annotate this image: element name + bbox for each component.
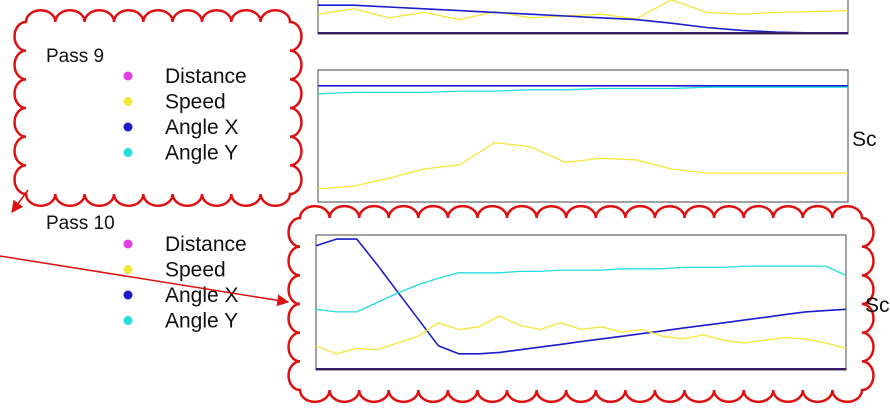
pass9-legend-marker-angle-x [123,122,133,132]
pass9-series-speed-line [317,141,848,190]
pass10-title: Pass 10 [46,213,115,234]
pass10-legend-marker-speed [123,265,133,274]
pass9-legend-label-angle-y: Angle Y [165,142,238,165]
top-series-angle-x-line [318,4,849,35]
pass10-legend-label-angle-x: Angle X [165,284,239,307]
pass10-legend-marker-angle-y [123,316,133,325]
pass10-plot-series [315,238,847,355]
pass9-legend-marker-angle-y [123,148,133,157]
pass10-series-angle-y-line [315,265,847,313]
top-plot-series [317,0,849,35]
pass9-legend-label-angle-x: Angle X [165,116,239,139]
arrow-to-pass10 [0,255,290,307]
pass9-legend-marker-distance [123,71,133,81]
side-label-row2: Sc [852,128,877,151]
pass9-series-angle-y-line [317,86,848,95]
pass10-legend-label-distance: Distance [165,233,247,256]
pass9-legend-label-distance: Distance [165,65,247,88]
pass9-callout-cloud [13,9,303,207]
pass9-title: Pass 9 [46,46,104,67]
pass10-legend-marker-angle-x [123,290,133,300]
arrow-to-pass9 [11,189,29,213]
pass10-legend-label-speed: Speed [165,259,226,282]
pass10-legend-label-angle-y: Angle Y [165,310,238,333]
top-series-speed-line [317,0,849,21]
side-label-row3: Sc [865,294,890,317]
pass10-series-speed-line [315,315,847,355]
pass10-legend-marker-distance [123,239,133,249]
pass9-legend-label-speed: Speed [165,91,226,114]
pass10-plot-frame [315,234,847,371]
pass9-legend-marker-speed [123,97,133,106]
pass10-series-angle-x-line [315,238,847,355]
pass9-plot-series [317,85,848,190]
